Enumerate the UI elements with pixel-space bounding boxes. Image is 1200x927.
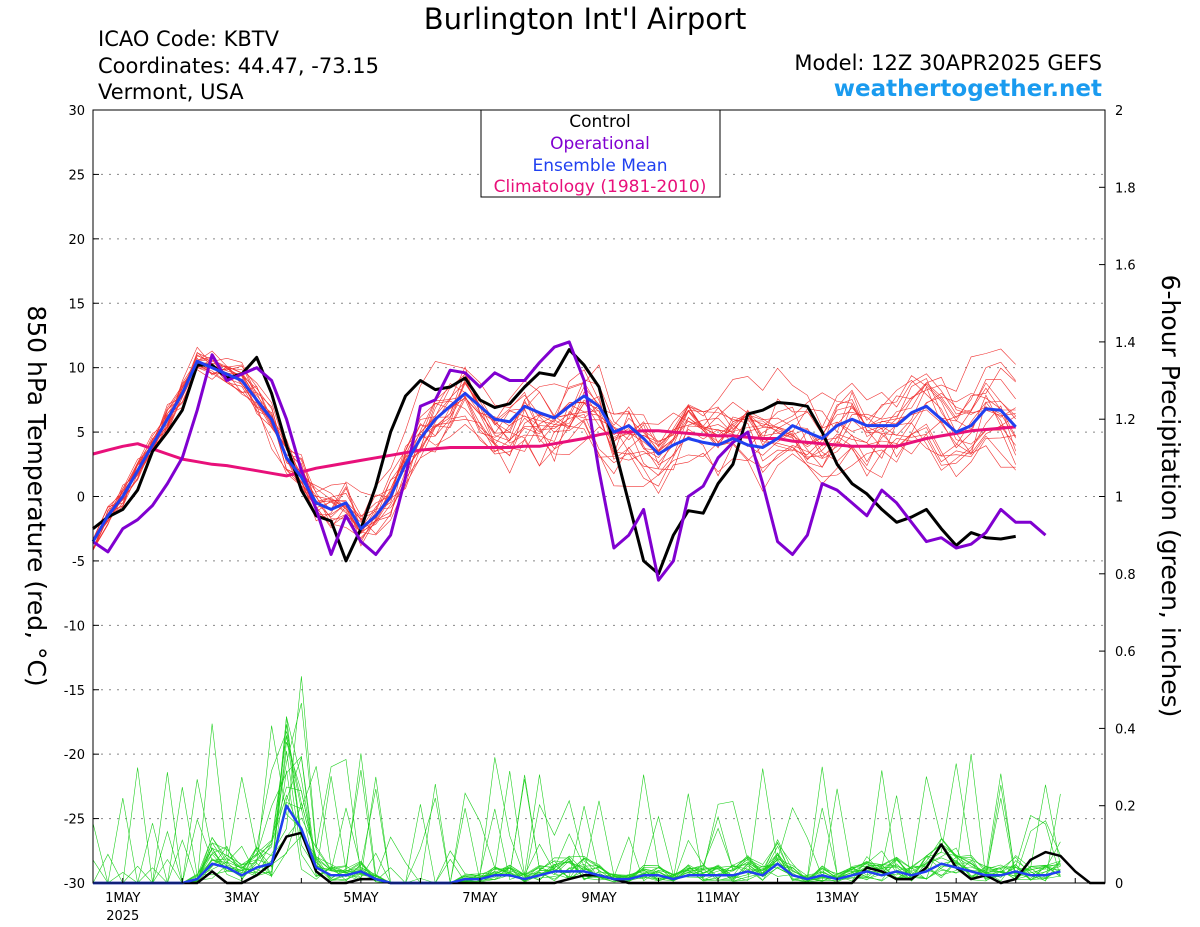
- y-left-tick-label: 10: [68, 362, 85, 377]
- precip-member-line: [93, 725, 1061, 884]
- temp-member-line: [92, 362, 1016, 551]
- operational-temp-line: [92, 340, 1047, 582]
- legend-climatology: Climatology (1981-2010): [494, 177, 707, 197]
- y-left-tick-label: -25: [64, 813, 85, 828]
- precip-member-line: [93, 776, 1061, 884]
- precip-member-line: [92, 735, 1061, 884]
- y-right-tick-label: 0.2: [1115, 800, 1136, 815]
- precip-member-line: [93, 703, 1061, 884]
- y-right-label: 6-hour Precipitation (green, inches): [1156, 275, 1185, 718]
- brand-link[interactable]: weathertogether.net: [833, 76, 1102, 102]
- y-left-tick-label: 20: [68, 233, 85, 248]
- chart-title: Burlington Int'l Airport: [423, 2, 747, 36]
- x-tick-label: 7MAY: [462, 891, 497, 906]
- x-year-label: 2025: [106, 909, 139, 924]
- control-temp-line: [92, 348, 1016, 576]
- location: Vermont, USA: [98, 80, 244, 104]
- legend-operational: Operational: [550, 134, 650, 154]
- precip-member-line: [93, 786, 1061, 884]
- y-left-label: 850 hPa Temperature (red, °C): [22, 305, 51, 686]
- precip-member-line: [93, 735, 1061, 884]
- legend: Control Operational Ensemble Mean Climat…: [480, 109, 721, 198]
- precip-member-line: [93, 676, 1061, 884]
- y-left-tick-label: -5: [72, 555, 85, 570]
- temp-member-line: [92, 350, 1016, 550]
- precip-member-line: [93, 763, 1061, 884]
- x-tick-label: 9MAY: [581, 891, 616, 906]
- y-left-tick-label: 30: [68, 104, 85, 119]
- y-right-tick-label: 1.8: [1115, 181, 1136, 196]
- y-left-tick-label: 15: [68, 297, 85, 312]
- chart-axes: -30-25-20-15-10-505101520253000.20.40.60…: [64, 104, 1136, 924]
- temp-member-line: [92, 361, 1016, 540]
- y-right-tick-label: 0.6: [1115, 645, 1136, 660]
- temp-member-line: [92, 365, 1016, 540]
- y-left-tick-label: 0: [77, 491, 85, 506]
- chart-series: [91, 340, 1105, 885]
- legend-box: [480, 109, 721, 198]
- y-right-tick-label: 1.6: [1115, 259, 1136, 274]
- temp-member-line: [92, 348, 1016, 550]
- ensemble-mean-temp-line: [91, 359, 1017, 543]
- precip-member-line: [93, 724, 1061, 884]
- grid-lines: [93, 173, 1105, 820]
- y-left-tick-label: 5: [77, 426, 85, 441]
- x-tick-label: 15MAY: [934, 891, 978, 906]
- temp-member-line: [92, 363, 1016, 551]
- temp-member-line: [92, 359, 1016, 541]
- temp-member-line: [92, 357, 1016, 550]
- ensemble-mean-precip-line: [93, 804, 1061, 885]
- ensemble-members: [92, 346, 1061, 884]
- y-right-tick-label: 0: [1115, 877, 1123, 892]
- model-run: Model: 12Z 30APR2025 GEFS: [794, 51, 1102, 75]
- precip-member-line: [93, 759, 1061, 884]
- temp-member-line: [92, 362, 1016, 540]
- legend-ensemble-mean: Ensemble Mean: [532, 156, 667, 176]
- temp-member-line: [92, 359, 1016, 547]
- x-tick-label: 3MAY: [224, 891, 259, 906]
- x-tick-label: 13MAY: [815, 891, 859, 906]
- y-right-tick-label: 1.2: [1115, 413, 1136, 428]
- x-tick-label: 11MAY: [696, 891, 740, 906]
- x-tick-label: 5MAY: [343, 891, 378, 906]
- y-left-tick-label: -15: [64, 684, 85, 699]
- temp-member-line: [92, 365, 1016, 551]
- y-right-tick-label: 2: [1115, 104, 1123, 119]
- x-tick-label: 1MAY: [105, 891, 140, 906]
- y-right-tick-label: 1.4: [1115, 336, 1136, 351]
- temp-member-line: [92, 363, 1016, 540]
- coordinates: Coordinates: 44.47, -73.15: [98, 54, 379, 78]
- y-right-tick-label: 1: [1115, 491, 1123, 506]
- y-right-tick-label: 0.8: [1115, 568, 1136, 583]
- temp-member-line: [92, 364, 1016, 550]
- legend-control: Control: [569, 112, 630, 132]
- icao-code: ICAO Code: KBTV: [98, 27, 279, 51]
- y-left-tick-label: 25: [68, 168, 85, 183]
- precip-member-line: [93, 750, 1061, 884]
- climatology-temp-line: [92, 425, 1016, 478]
- y-right-tick-label: 0.4: [1115, 722, 1136, 737]
- temp-member-line: [92, 364, 1016, 550]
- y-left-tick-label: -20: [64, 748, 85, 763]
- y-left-tick-label: -30: [64, 877, 85, 892]
- y-left-tick-label: -10: [64, 619, 85, 634]
